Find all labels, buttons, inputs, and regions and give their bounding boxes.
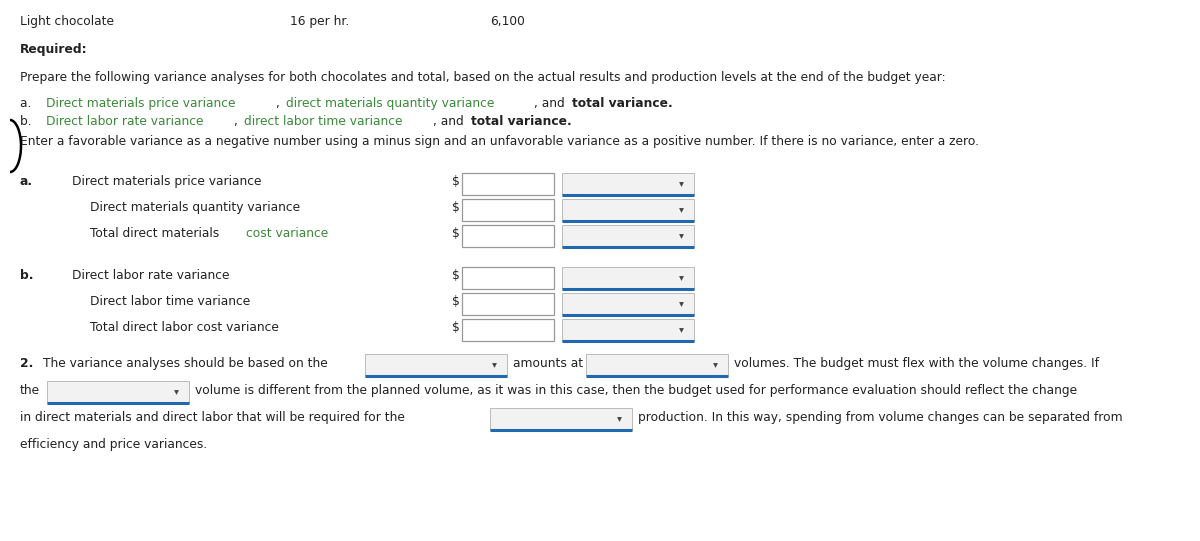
FancyBboxPatch shape	[462, 173, 554, 195]
Text: b.: b.	[20, 269, 34, 282]
Text: Direct materials price variance: Direct materials price variance	[46, 97, 235, 110]
Text: 2.: 2.	[20, 357, 34, 370]
Text: Direct materials price variance: Direct materials price variance	[72, 175, 262, 188]
FancyBboxPatch shape	[562, 293, 694, 315]
Text: Direct labor time variance: Direct labor time variance	[90, 295, 251, 308]
FancyBboxPatch shape	[462, 199, 554, 221]
Text: $: $	[452, 269, 460, 282]
Text: volumes. The budget must flex with the volume changes. If: volumes. The budget must flex with the v…	[734, 357, 1099, 370]
Text: $: $	[452, 175, 460, 188]
Text: Light chocolate: Light chocolate	[20, 15, 114, 28]
Text: a.: a.	[20, 97, 40, 110]
Text: ,: ,	[276, 97, 283, 110]
Text: the: the	[20, 384, 40, 397]
Text: in direct materials and direct labor that will be required for the: in direct materials and direct labor tha…	[20, 411, 404, 424]
Text: Direct labor rate variance: Direct labor rate variance	[72, 269, 229, 282]
Text: volume is different from the planned volume, as it was in this case, then the bu: volume is different from the planned vol…	[194, 384, 1078, 397]
Text: cost variance: cost variance	[246, 227, 329, 240]
Text: , and: , and	[433, 115, 468, 128]
Text: $: $	[452, 201, 460, 214]
Text: Prepare the following variance analyses for both chocolates and total, based on : Prepare the following variance analyses …	[20, 71, 946, 84]
Text: 6,100: 6,100	[490, 15, 524, 28]
Text: production. In this way, spending from volume changes can be separated from: production. In this way, spending from v…	[638, 411, 1123, 424]
Text: total variance.: total variance.	[572, 97, 673, 110]
Text: direct materials quantity variance: direct materials quantity variance	[286, 97, 494, 110]
Text: Direct materials quantity variance: Direct materials quantity variance	[90, 201, 300, 214]
FancyBboxPatch shape	[47, 381, 190, 403]
FancyBboxPatch shape	[562, 267, 694, 289]
FancyBboxPatch shape	[586, 354, 728, 376]
Text: Required:: Required:	[20, 43, 88, 56]
Text: total variance.: total variance.	[470, 115, 571, 128]
Text: , and: , and	[534, 97, 569, 110]
FancyBboxPatch shape	[562, 225, 694, 247]
FancyBboxPatch shape	[462, 267, 554, 289]
FancyBboxPatch shape	[562, 199, 694, 221]
Text: $: $	[452, 295, 460, 308]
Text: b.: b.	[20, 115, 40, 128]
Text: efficiency and price variances.: efficiency and price variances.	[20, 438, 208, 451]
Text: direct labor time variance: direct labor time variance	[244, 115, 402, 128]
Text: $: $	[452, 227, 460, 240]
Text: Enter a favorable variance as a negative number using a minus sign and an unfavo: Enter a favorable variance as a negative…	[20, 135, 979, 148]
Text: Direct labor rate variance: Direct labor rate variance	[46, 115, 204, 128]
Text: 16 per hr.: 16 per hr.	[290, 15, 349, 28]
Text: The variance analyses should be based on the: The variance analyses should be based on…	[43, 357, 328, 370]
FancyBboxPatch shape	[562, 173, 694, 195]
FancyBboxPatch shape	[490, 408, 632, 430]
Text: ,: ,	[234, 115, 241, 128]
FancyBboxPatch shape	[462, 225, 554, 247]
FancyBboxPatch shape	[462, 319, 554, 341]
Text: $: $	[452, 321, 460, 334]
Text: a.: a.	[20, 175, 34, 188]
FancyBboxPatch shape	[562, 319, 694, 341]
Text: Total direct labor cost variance: Total direct labor cost variance	[90, 321, 278, 334]
Text: amounts at: amounts at	[514, 357, 583, 370]
FancyBboxPatch shape	[462, 293, 554, 315]
Text: Total direct materials: Total direct materials	[90, 227, 223, 240]
FancyBboxPatch shape	[365, 354, 508, 376]
